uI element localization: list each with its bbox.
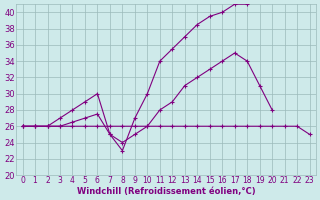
X-axis label: Windchill (Refroidissement éolien,°C): Windchill (Refroidissement éolien,°C) bbox=[77, 187, 255, 196]
